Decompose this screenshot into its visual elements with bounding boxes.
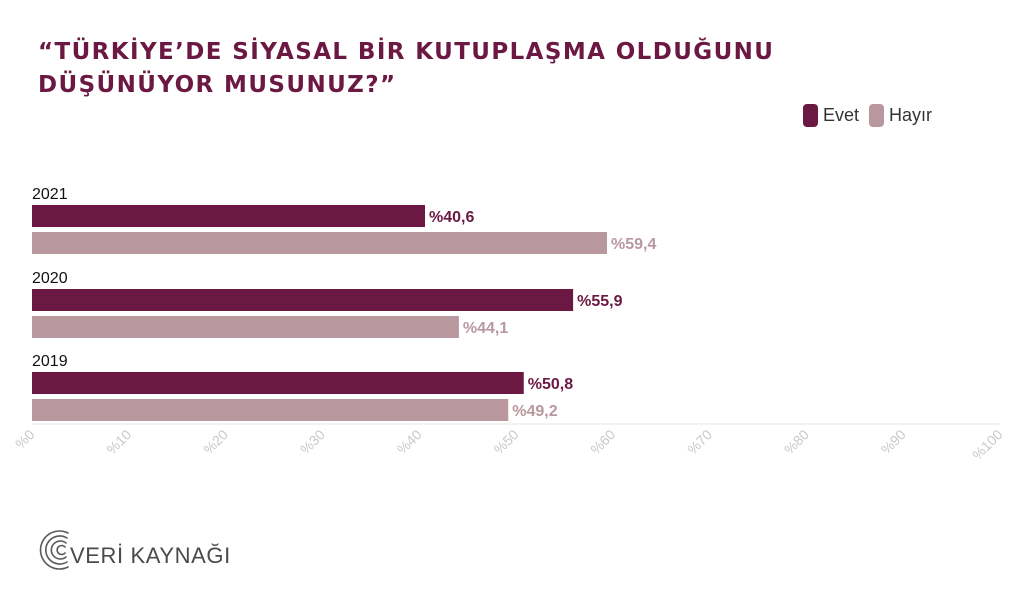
data-label: %55,9 [577,293,622,310]
category-label: 2020 [32,270,68,287]
x-tick-label: %20 [200,426,231,457]
data-label: %40,6 [429,209,474,226]
x-tick-label: %100 [969,426,1006,463]
legend-label-evet: Evet [822,105,859,125]
x-tick-label: %60 [587,426,618,457]
bar-hayir [32,399,509,421]
logo-arcs-icon [39,530,69,570]
x-tick-label: %50 [490,426,521,457]
legend-swatch-hayir [868,104,884,127]
legend-swatch-evet [802,104,818,127]
x-tick-label: %30 [297,426,328,457]
chart-title: “TÜRKİYE’DE SİYASAL BİR KUTUPLAŞMA OLDUĞ… [38,39,775,98]
data-label: %44,1 [463,320,508,337]
x-tick-label: %10 [103,426,134,457]
bar-hayir [32,316,459,338]
x-tick-label: %40 [394,426,425,457]
data-label: %59,4 [611,236,656,253]
x-tick-label: %80 [781,426,812,457]
legend-item-evet: Evet [802,104,859,127]
logo: VERİ KAYNAĞI [38,528,231,572]
data-label: %50,8 [528,376,573,393]
logo-text: VERİ KAYNAĞI [70,543,231,568]
legend-label-hayir: Hayır [888,105,932,125]
legend-item-hayir: Hayır [868,104,932,127]
legend: Evet Hayır [802,104,932,127]
x-tick-label: %70 [684,426,715,457]
data-label: %49,2 [512,403,557,420]
bar-evet [32,289,574,311]
category-label: 2019 [32,353,68,370]
bar-evet [32,205,426,227]
bar-hayir [32,232,607,254]
bar-evet [32,372,524,394]
category-label: 2021 [32,186,68,203]
x-tick-label: %0 [12,426,38,452]
x-tick-label: %90 [878,426,909,457]
